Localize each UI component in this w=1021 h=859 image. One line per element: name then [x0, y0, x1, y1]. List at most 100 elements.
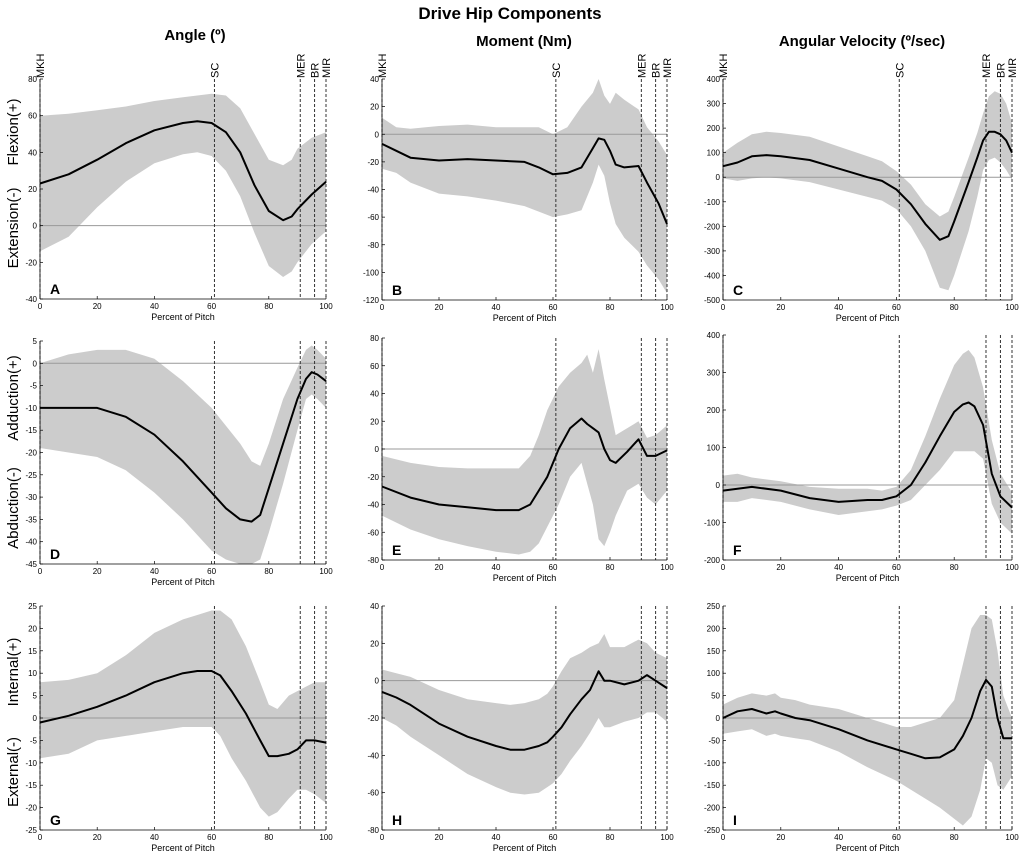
y-tick-label-D: 5 [33, 337, 38, 346]
x-axis-label-H: Percent of Pitch [493, 843, 557, 853]
sd-band-D [40, 345, 326, 564]
y-tick-label-A: 80 [28, 75, 37, 84]
x-tick-label-E: 20 [435, 563, 444, 572]
y-tick-label-A: 60 [28, 112, 37, 121]
figure-title: Drive Hip Components [418, 4, 601, 23]
panel-label-H: H [392, 812, 402, 828]
sd-band-F [723, 350, 1012, 534]
event-label-mir-B: MIR [662, 58, 674, 78]
y-tick-label-B: 40 [370, 75, 379, 84]
mean-line-F [722, 401, 1013, 509]
x-tick-label-F: 0 [721, 563, 726, 572]
x-tick-label-B: 0 [380, 303, 385, 312]
row-label-extension: Extension(-) [5, 188, 22, 269]
x-tick-label-H: 20 [435, 833, 444, 842]
column-title-moment: Moment (Nm) [476, 33, 572, 50]
y-tick-label-G: -15 [25, 781, 37, 790]
sd-band-C [723, 91, 1012, 291]
y-tick-label-C: 200 [707, 124, 721, 133]
y-tick-label-G: -10 [25, 759, 37, 768]
x-tick-label-C: 20 [776, 303, 785, 312]
y-tick-label-H: 40 [370, 602, 379, 611]
x-tick-label-B: 40 [492, 303, 501, 312]
y-tick-label-G: 20 [28, 624, 37, 633]
column-title-angular-velocity: Angular Velocity (º/sec) [779, 33, 945, 50]
event-label-mir-C: MIR [1007, 58, 1019, 78]
x-tick-label-E: 100 [660, 563, 674, 572]
panel-I: -250 -200 -150 -100 -50 0 50 100 150 200 250 0 20 40 6… [704, 602, 1019, 853]
event-label-mkh-C: MKH [718, 54, 730, 79]
x-tick-label-H: 80 [606, 833, 615, 842]
row-label-flexion: Flexion(+) [5, 98, 22, 165]
y-tick-label-D: 0 [33, 359, 38, 368]
x-tick-label-H: 40 [492, 833, 501, 842]
y-tick-label-H: -40 [367, 751, 379, 760]
x-tick-label-B: 60 [549, 303, 558, 312]
y-tick-label-H: -20 [367, 714, 379, 723]
event-label-mkh-A: MKH [35, 54, 47, 79]
x-tick-label-B: 20 [435, 303, 444, 312]
y-tick-label-I: -150 [704, 781, 721, 790]
event-label-sc-C: SC [894, 63, 906, 78]
x-tick-label-I: 100 [1005, 833, 1019, 842]
x-axis-label-B: Percent of Pitch [493, 313, 557, 323]
x-tick-label-E: 0 [380, 563, 385, 572]
x-tick-label-A: 20 [93, 302, 102, 311]
event-label-mer-B: MER [636, 54, 648, 79]
y-tick-label-E: 20 [370, 417, 379, 426]
panel-label-B: B [392, 282, 402, 298]
x-tick-label-F: 20 [776, 563, 785, 572]
y-tick-label-G: -25 [25, 826, 37, 835]
y-tick-label-A: 20 [28, 185, 37, 194]
y-tick-label-C: 400 [707, 75, 721, 84]
y-tick-label-E: 0 [375, 445, 380, 454]
x-tick-label-G: 100 [319, 833, 333, 842]
y-tick-label-D: -25 [25, 471, 37, 480]
y-tick-label-I: 0 [716, 714, 721, 723]
panel-F: -200 -100 0 100 200 300 400 0 20 40 60 80 100 Percent… [704, 331, 1019, 583]
x-tick-label-D: 40 [150, 567, 159, 576]
y-tick-label-F: 200 [707, 406, 721, 415]
mean-line-E [381, 417, 668, 512]
y-tick-label-F: 0 [716, 481, 721, 490]
y-tick-label-F: 300 [707, 369, 721, 378]
x-tick-label-G: 80 [264, 833, 273, 842]
y-tick-label-I: 100 [707, 669, 721, 678]
x-tick-label-D: 60 [207, 567, 216, 576]
panel-E: -80 -60 -40 -20 0 20 40 60 80 0 20 40 60 80 100 Percent… [367, 334, 674, 583]
x-tick-label-G: 60 [207, 833, 216, 842]
x-axis-label-D: Percent of Pitch [151, 577, 215, 587]
panel-label-G: G [50, 812, 61, 828]
y-tick-label-I: 50 [711, 692, 720, 701]
y-tick-label-F: 100 [707, 444, 721, 453]
y-tick-label-H: 20 [370, 639, 379, 648]
x-tick-label-F: 80 [950, 563, 959, 572]
sd-band-B [382, 79, 667, 294]
y-tick-label-F: -100 [704, 519, 721, 528]
y-tick-label-I: -50 [708, 736, 720, 745]
y-tick-label-D: -20 [25, 449, 37, 458]
x-tick-label-D: 20 [93, 567, 102, 576]
y-tick-label-G: 5 [33, 692, 38, 701]
y-tick-label-I: -250 [704, 826, 721, 835]
panel-B: MKH SC MER BR MIR -120 -100 -80 -60 -40 -20 0 20 40 0 2… [363, 54, 674, 324]
mean-line-H [381, 670, 668, 751]
x-tick-label-A: 60 [207, 302, 216, 311]
y-tick-label-I: 250 [707, 602, 721, 611]
x-tick-label-E: 60 [549, 563, 558, 572]
x-tick-label-C: 100 [1005, 303, 1019, 312]
panel-label-C: C [733, 282, 743, 298]
y-tick-label-C: -100 [704, 198, 721, 207]
y-tick-label-C: -400 [704, 271, 721, 280]
x-axis-label-E: Percent of Pitch [493, 573, 557, 583]
y-tick-label-H: -80 [367, 826, 379, 835]
y-tick-label-I: -100 [704, 759, 721, 768]
sd-band-E [382, 349, 667, 555]
x-tick-label-C: 60 [892, 303, 901, 312]
x-axis-label-C: Percent of Pitch [836, 313, 900, 323]
y-tick-label-E: -20 [367, 473, 379, 482]
y-tick-label-C: -200 [704, 222, 721, 231]
x-tick-label-D: 100 [319, 567, 333, 576]
